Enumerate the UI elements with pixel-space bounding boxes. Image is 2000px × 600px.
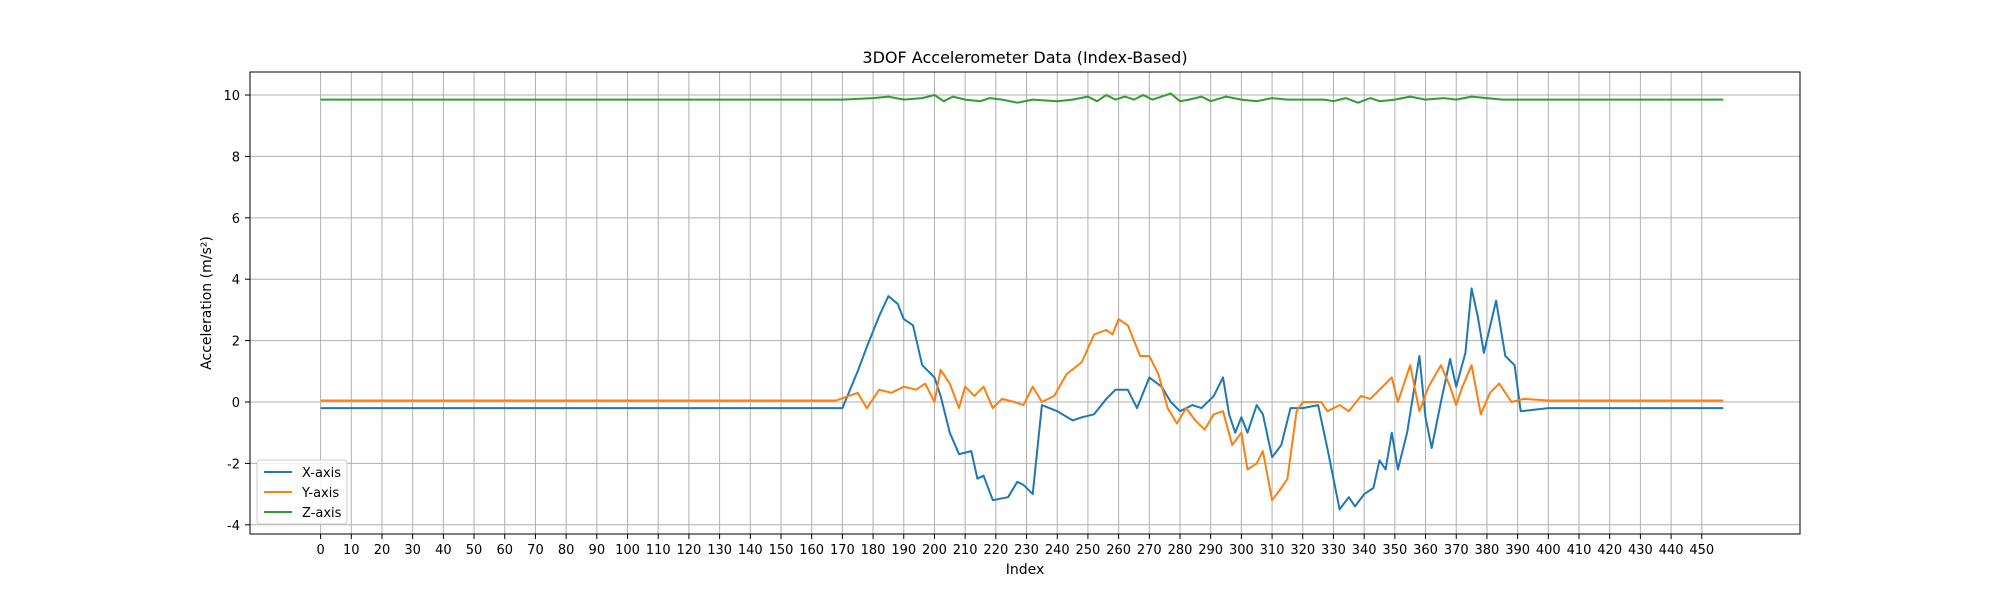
x-tick-label: 320 xyxy=(1290,543,1315,558)
x-tick-label: 290 xyxy=(1198,543,1223,558)
x-tick-label: 70 xyxy=(527,543,544,558)
x-tick-label: 300 xyxy=(1229,543,1254,558)
x-tick-label: 270 xyxy=(1137,543,1162,558)
x-tick-label: 100 xyxy=(615,543,640,558)
z-axis-series-line xyxy=(320,92,1724,104)
x-tick-label: 30 xyxy=(404,543,421,558)
x-tick-label: 440 xyxy=(1659,543,1684,558)
x-tick-label: 350 xyxy=(1382,543,1407,558)
x-tick-label: 390 xyxy=(1505,543,1530,558)
x-tick-label: 330 xyxy=(1321,543,1346,558)
x-tick-label: 420 xyxy=(1597,543,1622,558)
x-tick-label: 130 xyxy=(707,543,732,558)
x-tick-label: 80 xyxy=(558,543,575,558)
x-tick-label: 190 xyxy=(891,543,916,558)
x-tick-label: 60 xyxy=(496,543,513,558)
x-tick-label: 230 xyxy=(1014,543,1039,558)
legend-label-x: X-axis xyxy=(302,466,341,481)
x-tick-label: 250 xyxy=(1076,543,1101,558)
x-tick-label: 220 xyxy=(983,543,1008,558)
x-tick-label: 160 xyxy=(799,543,824,558)
x-tick-label: 410 xyxy=(1567,543,1592,558)
legend: X-axis Y-axis Z-axis xyxy=(256,459,348,525)
x-tick-label: 380 xyxy=(1475,543,1500,558)
x-tick-label: 180 xyxy=(861,543,886,558)
x-tick-label: 50 xyxy=(466,543,483,558)
x-tick-label: 40 xyxy=(435,543,452,558)
x-tick-label: 260 xyxy=(1106,543,1131,558)
x-tick-label: 400 xyxy=(1536,543,1561,558)
y-axis-label: Acceleration (m/s²) xyxy=(199,236,215,370)
x-tick-label: 10 xyxy=(343,543,360,558)
x-tick-label: 90 xyxy=(589,543,606,558)
x-axis-label: Index xyxy=(1006,562,1045,578)
y-tick-label: 10 xyxy=(223,89,240,104)
tick-layer: 0 10 20 30 40 50 60 70 80 90 100 110 120 130 140 150 160… xyxy=(223,89,1714,558)
x-tick-label: 170 xyxy=(830,543,855,558)
x-tick-label: 110 xyxy=(646,543,671,558)
y-tick-label: 4 xyxy=(232,273,240,288)
y-axis-series-line xyxy=(320,318,1724,502)
x-tick-label: 120 xyxy=(676,543,701,558)
x-tick-label: 200 xyxy=(922,543,947,558)
x-tick-label: 20 xyxy=(374,543,391,558)
y-tick-label: 6 xyxy=(232,212,240,227)
x-tick-label: 150 xyxy=(769,543,794,558)
y-tick-label: 0 xyxy=(232,396,240,411)
x-tick-label: 240 xyxy=(1045,543,1070,558)
x-tick-label: 450 xyxy=(1689,543,1714,558)
x-tick-label: 360 xyxy=(1413,543,1438,558)
y-tick-label: 2 xyxy=(232,335,240,350)
x-tick-label: 0 xyxy=(316,543,324,558)
x-tick-label: 340 xyxy=(1352,543,1377,558)
x-tick-label: 210 xyxy=(953,543,978,558)
legend-label-y: Y-axis xyxy=(301,486,339,501)
x-tick-label: 280 xyxy=(1168,543,1193,558)
x-tick-label: 430 xyxy=(1628,543,1653,558)
x-tick-label: 310 xyxy=(1260,543,1285,558)
y-tick-label: -2 xyxy=(227,457,240,472)
y-tick-label: 8 xyxy=(232,150,240,165)
chart-title: 3DOF Accelerometer Data (Index-Based) xyxy=(862,48,1187,67)
plot-frame xyxy=(249,71,1801,535)
x-tick-label: 370 xyxy=(1444,543,1469,558)
y-tick-label: -4 xyxy=(227,519,240,534)
legend-box xyxy=(256,459,348,525)
legend-label-z: Z-axis xyxy=(302,506,342,521)
x-tick-label: 140 xyxy=(738,543,763,558)
series-layer xyxy=(320,92,1724,511)
